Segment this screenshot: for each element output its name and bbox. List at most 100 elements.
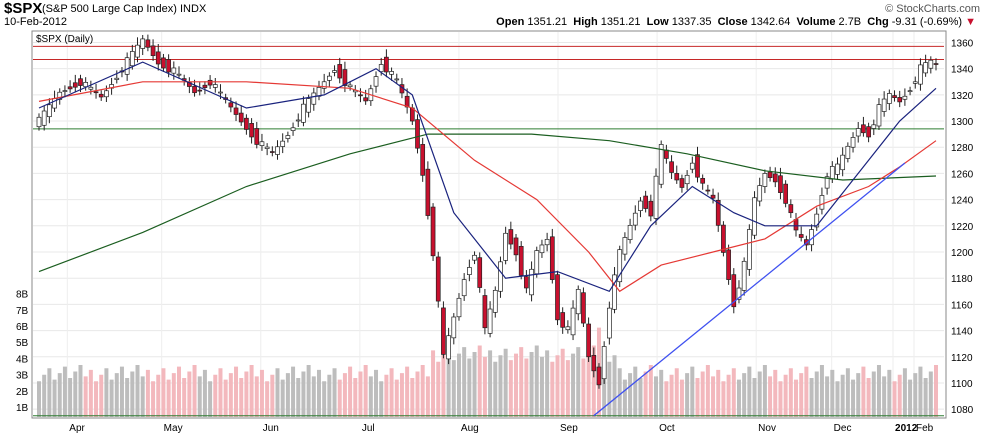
candle-body	[41, 110, 47, 126]
volume-bar	[908, 379, 913, 417]
candle-body	[814, 213, 820, 228]
volume-bar	[695, 378, 700, 417]
volume-bar	[265, 381, 270, 417]
candle-body	[238, 112, 244, 123]
volume-bar	[104, 368, 109, 417]
volume-bar	[187, 371, 192, 417]
candle-body	[762, 173, 768, 187]
candle-body	[793, 219, 799, 231]
volume-bar	[809, 378, 814, 417]
volume-bar	[42, 374, 47, 417]
volume-bar	[742, 373, 747, 417]
candle-body	[664, 149, 669, 159]
volume-bar	[804, 366, 809, 417]
volume-bar	[664, 381, 669, 417]
candle-body	[275, 146, 280, 155]
volume-bar	[778, 381, 783, 417]
volume-bar	[228, 373, 233, 417]
volume-bar	[140, 376, 145, 417]
volume-bar	[519, 347, 524, 417]
candle-body	[36, 116, 42, 128]
volume-bar	[628, 373, 633, 417]
volume-value: 2.7B	[838, 16, 862, 28]
candle-body	[269, 151, 275, 153]
volume-bar	[270, 374, 275, 417]
ma-long-line	[38, 133, 937, 273]
x-tick-label: Apr	[69, 423, 85, 434]
candles	[36, 34, 939, 389]
volume-bar	[156, 374, 161, 417]
volume-bar	[182, 378, 187, 417]
y-tick-label: 1120	[951, 353, 973, 364]
volume-bar	[456, 353, 461, 417]
volume-bar	[773, 369, 778, 417]
candle-body	[389, 71, 394, 75]
volume-bar	[721, 381, 726, 417]
trend-line	[593, 162, 906, 417]
volume-bar	[576, 347, 581, 417]
candle-body	[788, 204, 794, 214]
symbol-description: (S&P 500 Large Cap Index) INDX	[42, 3, 207, 15]
volume-tick-label: 3B	[16, 371, 29, 382]
candle-body	[114, 77, 120, 80]
candle-body	[295, 119, 301, 122]
axes: 1080 1100 1120 1140 1160 1180 1200 1220 1240 1260…	[16, 38, 974, 434]
candle-body	[648, 200, 654, 217]
volume-bar	[814, 371, 819, 417]
candle-body	[705, 189, 711, 192]
candle-body	[337, 64, 343, 79]
volume-bar	[68, 378, 73, 417]
high-value: 1351.21	[600, 16, 641, 28]
volume-bar	[534, 345, 539, 417]
candle-body	[150, 45, 156, 56]
candle-body	[327, 75, 332, 81]
x-tick-label: Oct	[659, 423, 675, 434]
candle-body	[581, 292, 586, 324]
candle-body	[710, 194, 716, 199]
brand-credit: © StockCharts.com	[885, 3, 980, 15]
volume-bar	[389, 368, 394, 417]
volume-bar	[342, 373, 347, 417]
volume-bar	[685, 373, 690, 417]
x-tick-label: Feb	[916, 423, 934, 434]
candle-body	[358, 94, 363, 97]
volume-bar	[882, 376, 887, 417]
volume-bar	[851, 379, 856, 417]
candle-body	[689, 162, 695, 170]
candle-body	[394, 78, 400, 81]
candle-body	[487, 308, 493, 334]
candle-body	[591, 354, 597, 372]
candle-body	[477, 257, 483, 288]
volume-bar	[368, 376, 373, 417]
candle-body	[254, 128, 260, 145]
volume-bar	[431, 350, 436, 417]
candle-body	[892, 95, 897, 99]
candle-body	[430, 206, 436, 257]
volume-bar	[311, 376, 316, 417]
candle-body	[280, 140, 286, 147]
candle-body	[301, 103, 306, 123]
volume-bar	[322, 381, 327, 417]
candle-body	[88, 86, 94, 90]
volume-bar	[482, 356, 487, 417]
candle-body	[736, 287, 742, 300]
y-tick-label: 1220	[951, 222, 974, 233]
volume-bar	[581, 358, 586, 417]
candle-body	[606, 307, 612, 339]
volume-bar	[918, 366, 923, 417]
volume-bar	[374, 369, 379, 417]
volume-bar	[934, 365, 938, 417]
candle-body	[451, 316, 457, 339]
volume-bar	[151, 381, 156, 417]
volume-tick-label: 8B	[16, 290, 29, 301]
volume-bar	[83, 376, 88, 417]
candle-body	[342, 69, 348, 86]
candle-body	[192, 85, 197, 94]
candle-body	[197, 89, 203, 92]
volume-bar	[213, 374, 218, 417]
close-label: Close	[717, 16, 748, 28]
volume-bar	[94, 381, 99, 417]
candle-body	[306, 98, 311, 113]
y-tick-label: 1100	[951, 379, 973, 390]
candle-body	[731, 274, 737, 308]
